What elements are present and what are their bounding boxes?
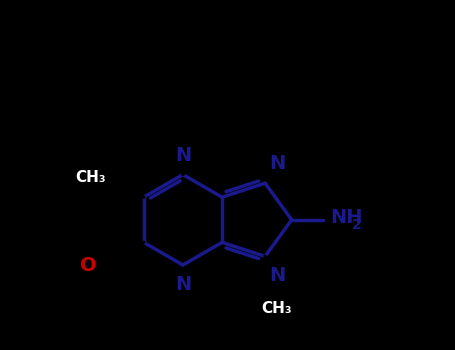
Text: O: O — [80, 256, 96, 274]
Text: N: N — [175, 146, 191, 164]
Text: 2: 2 — [352, 218, 362, 232]
Text: N: N — [175, 275, 191, 294]
Text: CH₃: CH₃ — [262, 301, 292, 316]
Text: N: N — [270, 154, 286, 173]
Text: NH: NH — [330, 208, 363, 227]
Text: CH₃: CH₃ — [75, 170, 106, 186]
Text: N: N — [270, 266, 286, 285]
